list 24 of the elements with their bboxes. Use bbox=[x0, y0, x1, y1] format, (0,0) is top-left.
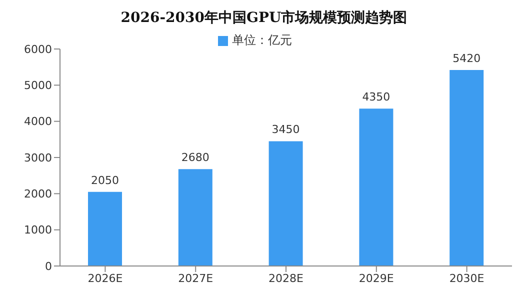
y-tick-label: 0 bbox=[45, 260, 52, 273]
x-tick-label: 2027E bbox=[178, 272, 214, 285]
y-tick-label: 4000 bbox=[24, 115, 52, 128]
bar bbox=[268, 141, 303, 266]
y-tick-label: 1000 bbox=[24, 224, 52, 237]
data-label: 3450 bbox=[272, 123, 300, 136]
data-label: 2680 bbox=[181, 151, 210, 164]
data-label: 5420 bbox=[452, 52, 481, 65]
y-tick-label: 5000 bbox=[24, 79, 52, 92]
bar bbox=[359, 108, 394, 266]
legend-label: 单位：亿元 bbox=[232, 33, 292, 47]
y-tick-label: 3000 bbox=[24, 151, 52, 164]
bar bbox=[178, 169, 212, 266]
x-tick-label: 2028E bbox=[268, 272, 304, 285]
y-tick-label: 6000 bbox=[24, 42, 52, 56]
x-tick-label: 2030E bbox=[449, 272, 484, 285]
data-label: 4350 bbox=[362, 90, 390, 104]
bar bbox=[88, 192, 122, 266]
y-tick-label: 2000 bbox=[24, 188, 52, 201]
x-tick-label: 2026E bbox=[88, 272, 123, 285]
chart-title: 2026-2030年中国GPU市场规模预测趋势图 bbox=[120, 8, 408, 28]
bar bbox=[450, 70, 484, 266]
x-tick-label: 2029E bbox=[358, 272, 394, 285]
data-label: 2050 bbox=[91, 174, 119, 187]
